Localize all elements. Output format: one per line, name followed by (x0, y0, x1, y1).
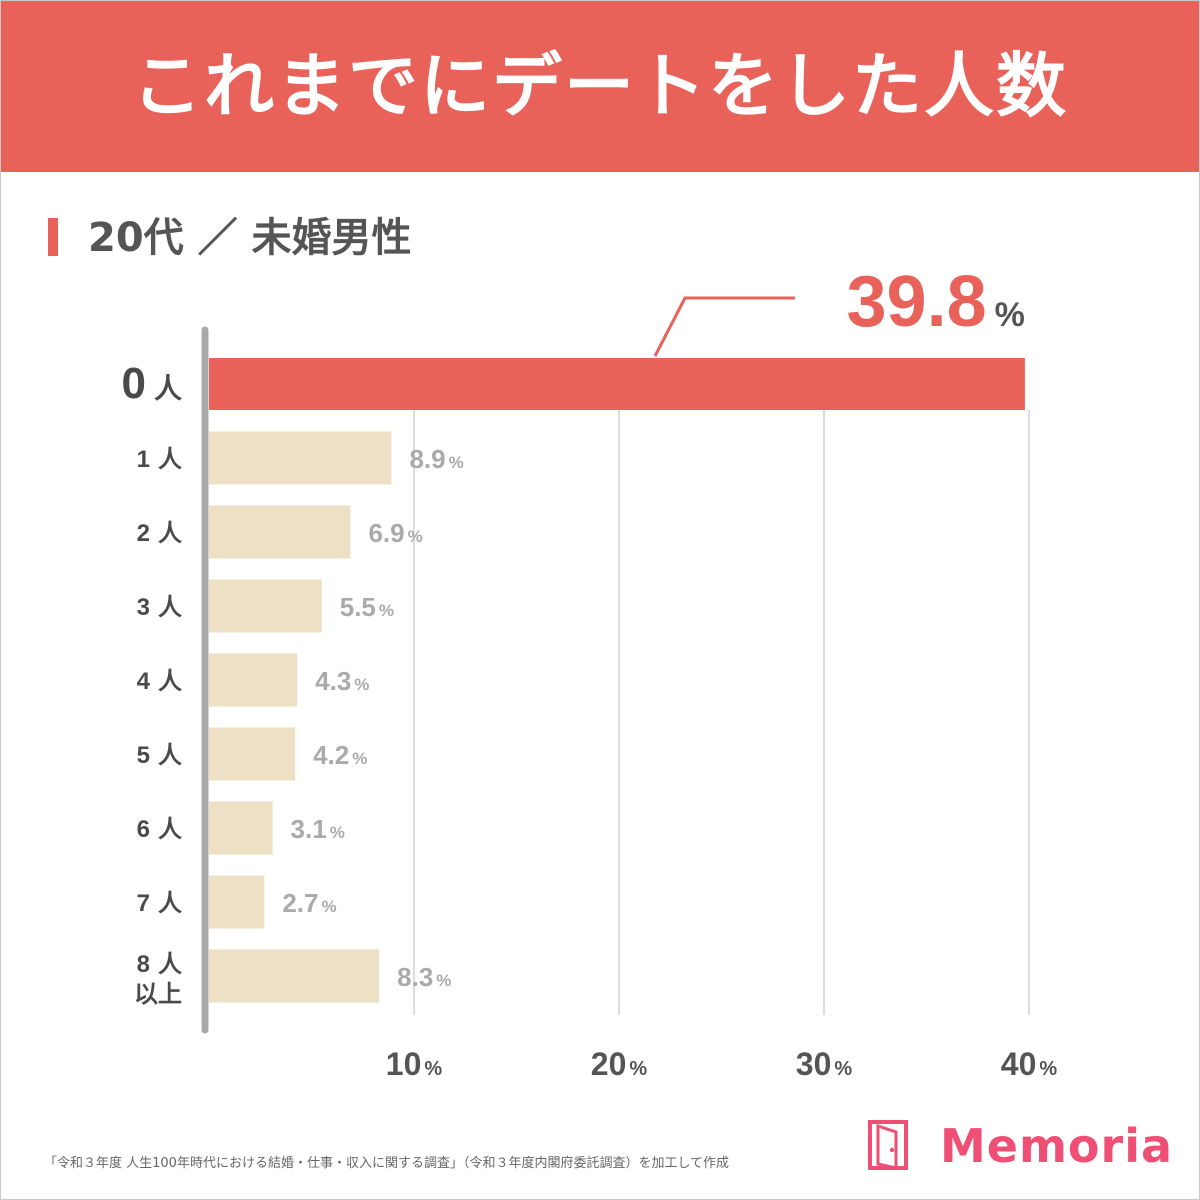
title-band (0, 0, 1200, 172)
bar-6 (209, 801, 273, 855)
chart-subtitle: 20代 ／ 未婚男性 (88, 215, 412, 261)
chart-title: これまでにデートをした人数 (132, 45, 1068, 127)
value-label-7: 2.7% (282, 888, 336, 918)
value-label-4: 4.3% (315, 666, 369, 696)
bar-4 (209, 653, 298, 707)
value-label-3: 5.5% (340, 592, 394, 622)
bar-7 (209, 875, 265, 929)
x-tick-label-30: 30% (796, 1046, 853, 1082)
category-label-extra-8: 以上 (134, 981, 182, 1008)
brand-name: Memoria (940, 1119, 1174, 1173)
bar-8 (209, 949, 380, 1003)
x-tick-label-20: 20% (591, 1046, 648, 1082)
x-tick-label-40: 40% (1001, 1046, 1058, 1082)
subtitle-marker (48, 218, 58, 256)
value-label-2: 6.9% (368, 518, 422, 548)
bar-0 (209, 358, 1025, 410)
door-icon (868, 1120, 908, 1170)
bar-5 (209, 727, 296, 781)
value-label-8: 8.3% (397, 962, 451, 992)
value-label-0: 39.8% (847, 262, 1025, 342)
x-tick-label-10: 10% (386, 1046, 443, 1082)
bar-1 (209, 431, 392, 485)
bar-2 (209, 505, 351, 559)
value-label-6: 3.1% (291, 814, 345, 844)
brand-logo[interactable]: Memoria (864, 1118, 1174, 1174)
value-label-1: 8.9% (409, 444, 463, 474)
bar-3 (209, 579, 322, 633)
callout-line (653, 296, 795, 357)
value-label-5: 4.2% (313, 740, 367, 770)
source-note: 「令和３年度 人生100年時代における結婚・仕事・収入に関する調査」（令和３年度… (44, 1156, 730, 1171)
